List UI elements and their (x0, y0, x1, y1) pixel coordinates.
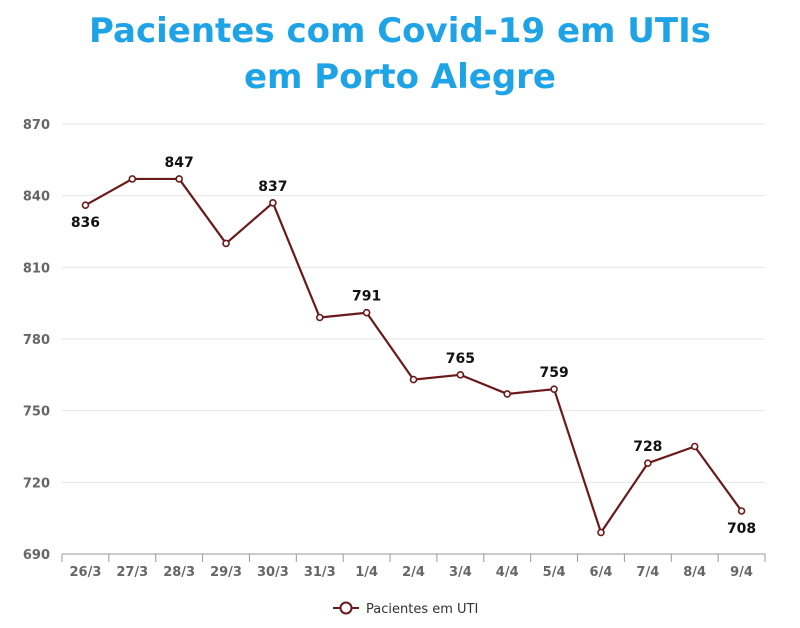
data-point[interactable] (737, 507, 746, 515)
chart-title: Pacientes com Covid-19 em UTIs em Porto … (0, 8, 800, 100)
gridlines (62, 123, 765, 483)
y-tick-label: 750 (23, 405, 50, 420)
x-tick-label: 31/3 (304, 565, 336, 580)
series-line-group (81, 175, 746, 537)
axes: 690 720 750 780 810 840 870 26/3 27/3 28/3 29/3 30/… (23, 118, 766, 580)
y-tick-label: 810 (23, 261, 50, 276)
data-point[interactable] (315, 313, 324, 322)
data-point[interactable] (362, 308, 371, 317)
x-tick-label: 6/4 (590, 565, 613, 580)
data-label: 847 (165, 155, 194, 171)
x-tick-label: 30/3 (257, 565, 289, 580)
data-point[interactable] (175, 175, 183, 183)
x-tick-label: 8/4 (683, 565, 706, 580)
data-point[interactable] (690, 442, 699, 451)
chart-title-line-2: em Porto Alegre (243, 57, 556, 97)
legend[interactable]: Pacientes em UTI (333, 601, 478, 617)
y-tick-label: 840 (23, 190, 50, 205)
data-point[interactable] (644, 459, 652, 468)
x-tick-label: 26/3 (69, 565, 101, 580)
data-label: 708 (727, 521, 756, 537)
x-tick-label: 5/4 (543, 565, 566, 580)
x-tick-label: 9/4 (730, 565, 753, 580)
x-tick-label: 29/3 (210, 565, 242, 580)
data-label: 791 (352, 289, 381, 305)
y-tick-label: 690 (23, 548, 50, 563)
chart-title-line-1: Pacientes com Covid-19 em UTIs (89, 11, 711, 51)
x-tick-label: 28/3 (163, 565, 195, 580)
x-tick-label: 7/4 (636, 565, 659, 580)
data-point[interactable] (597, 528, 605, 537)
data-point[interactable] (409, 375, 418, 384)
data-label: 765 (446, 351, 475, 367)
data-point[interactable] (269, 199, 277, 207)
x-tick-label: 27/3 (116, 565, 148, 580)
legend-item-label[interactable]: Pacientes em UTI (366, 602, 478, 617)
series-line (84, 177, 743, 534)
data-point[interactable] (503, 390, 512, 398)
y-tick-label: 870 (23, 118, 50, 133)
data-label: 728 (633, 439, 662, 455)
data-label: 836 (71, 215, 100, 231)
data-point[interactable] (456, 371, 465, 379)
x-tick-label: 4/4 (496, 565, 519, 580)
data-point[interactable] (128, 175, 137, 183)
data-labels: 836 847 837 791 765 759 728 708 (71, 155, 756, 537)
data-point[interactable] (222, 239, 230, 248)
data-point[interactable] (550, 385, 558, 393)
x-tick-label: 3/4 (449, 565, 472, 580)
x-tick-label: 2/4 (402, 565, 425, 580)
data-label: 837 (258, 179, 287, 195)
data-point[interactable] (81, 201, 90, 210)
data-label: 759 (539, 365, 568, 381)
legend-marker-icon (339, 601, 353, 615)
x-tick-label: 1/4 (355, 565, 378, 580)
y-tick-label: 780 (23, 333, 50, 348)
y-tick-label: 720 (23, 476, 50, 491)
